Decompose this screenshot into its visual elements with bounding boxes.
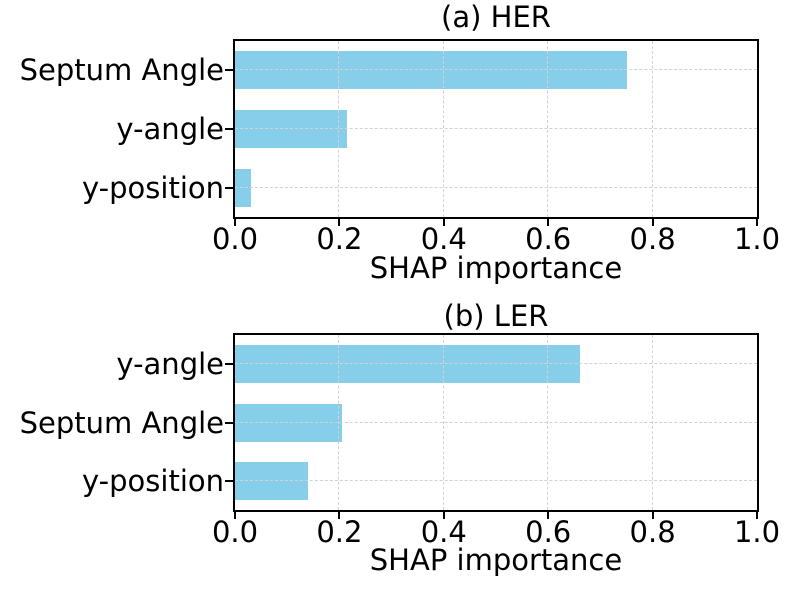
v-gridline: [338, 41, 340, 217]
h-gridline: [235, 421, 757, 423]
h-gridline: [235, 69, 757, 71]
x-tick-label: 0.6: [525, 222, 572, 256]
y-tick: [225, 69, 233, 72]
y-tick: [225, 128, 233, 130]
x-tick-label: 0.2: [316, 222, 363, 256]
bar: [235, 168, 251, 207]
x-tick-label: 0.0: [211, 515, 259, 549]
y-tick: [225, 186, 233, 189]
v-gridline: [442, 335, 444, 510]
x-tick: [756, 512, 758, 519]
v-gridline: [338, 335, 340, 510]
x-tick-label: 0.0: [211, 222, 259, 256]
v-gridline: [547, 335, 549, 510]
x-tick: [651, 512, 654, 519]
y-tick-label: y-position: [82, 463, 224, 498]
y-tick-label: Septum Angle: [19, 53, 224, 88]
v-gridline: [442, 41, 444, 217]
y-tick-label: y-angle: [116, 347, 224, 382]
plot-area: [233, 39, 759, 219]
h-gridline: [235, 128, 757, 129]
y-tick: [225, 421, 233, 424]
bar: [235, 110, 348, 148]
x-tick: [442, 219, 445, 226]
x-axis-label: SHAP importance: [369, 251, 623, 285]
v-gridline: [651, 41, 653, 217]
plot-area: [233, 333, 759, 512]
x-tick: [338, 219, 341, 226]
h-gridline: [235, 186, 757, 188]
bar: [235, 403, 342, 442]
x-tick-label: 0.8: [629, 515, 676, 549]
chart-ler: (b) LER SHAP importance y-angle Septum An…: [0, 294, 789, 589]
y-tick: [225, 363, 233, 366]
chart-title: (a) HER: [441, 0, 551, 34]
x-axis-label: SHAP importance: [369, 543, 623, 577]
x-tick-label: 0.4: [420, 222, 467, 256]
v-gridline: [547, 41, 549, 217]
x-tick-label: 0.8: [629, 222, 676, 256]
x-tick-label: 0.2: [316, 515, 363, 549]
x-tick: [651, 219, 654, 226]
x-tick: [234, 219, 236, 226]
x-tick-label: 0.4: [420, 515, 467, 549]
y-tick: [225, 479, 233, 482]
chart-title: (b) LER: [443, 299, 549, 333]
bar: [235, 461, 309, 500]
bar: [235, 345, 580, 384]
v-gridline: [651, 335, 653, 510]
bar: [235, 51, 627, 90]
x-tick-label: 0.6: [525, 515, 572, 549]
x-tick: [442, 512, 445, 519]
x-tick-label: 1.0: [733, 515, 781, 549]
x-tick: [234, 512, 236, 519]
x-tick: [756, 219, 758, 226]
chart-her: (a) HER SHAP importance Septum Angle y-an…: [19, 0, 781, 285]
y-tick-label: y-position: [82, 170, 224, 205]
y-tick-label: y-angle: [116, 112, 224, 146]
x-tick: [338, 512, 341, 519]
x-tick-label: 1.0: [733, 222, 781, 256]
x-tick: [547, 219, 550, 226]
y-tick-label: Septum Angle: [19, 405, 224, 440]
x-tick: [547, 512, 550, 519]
h-gridline: [235, 479, 757, 481]
h-gridline: [235, 363, 757, 365]
